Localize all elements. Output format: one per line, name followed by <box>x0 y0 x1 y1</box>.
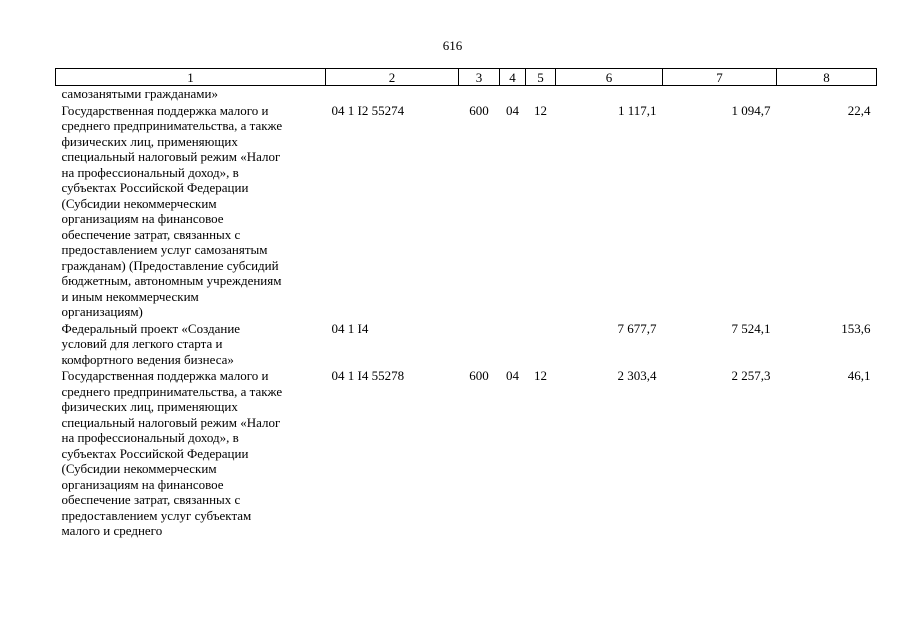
column-header: 5 <box>525 68 556 86</box>
table-row: Государственная поддержка малого и средн… <box>56 367 877 539</box>
row-pr: 12 <box>534 368 547 383</box>
column-header: 2 <box>325 68 459 86</box>
row-value-8: 22,4 <box>847 102 871 118</box>
row-code: 04 1 I2 55274 <box>331 102 405 118</box>
row-pr: 12 <box>534 102 547 118</box>
column-header: 7 <box>662 68 777 86</box>
row-value-8: 46,1 <box>847 368 871 383</box>
column-header: 3 <box>458 68 500 86</box>
table-header-row: 1 2 3 4 5 6 7 8 <box>55 68 877 86</box>
row-value-7: 7 524,1 <box>731 320 771 336</box>
column-header: 1 <box>55 68 326 86</box>
row-rz <box>500 320 526 368</box>
row-name: Государственная поддержка малого и средн… <box>61 368 283 538</box>
row-value-6: 1 117,1 <box>617 102 657 118</box>
row-value-8: 153,6 <box>841 320 871 336</box>
table-row: Федеральный проект «Создание условий для… <box>56 320 877 368</box>
row-value-6: 2 303,4 <box>617 368 657 383</box>
row-name: Государственная поддержка малого и средн… <box>61 102 283 320</box>
column-header: 8 <box>776 68 877 86</box>
row-name: Федеральный проект «Создание условий для… <box>61 320 241 367</box>
row-pr <box>526 320 556 368</box>
row-code: 04 1 I4 <box>331 320 369 336</box>
page-number: 616 <box>442 38 463 53</box>
budget-table: 1 2 3 4 5 6 7 8 самозанятыми гражданами»… <box>55 68 877 539</box>
row-value-7: 1 094,7 <box>731 102 771 118</box>
row-value-6: 7 677,7 <box>617 320 657 336</box>
continuation-row: самозанятыми гражданами» <box>56 86 877 102</box>
row-code: 04 1 I4 55278 <box>331 368 405 383</box>
continuation-text: самозанятыми гражданами» <box>61 86 219 101</box>
column-header: 4 <box>499 68 526 86</box>
column-header: 6 <box>555 68 663 86</box>
row-rz: 04 <box>506 102 519 118</box>
row-rz: 04 <box>506 368 519 383</box>
table-row: Государственная поддержка малого и средн… <box>56 102 877 320</box>
row-vr <box>459 320 500 368</box>
row-value-7: 2 257,3 <box>731 368 771 383</box>
row-vr: 600 <box>469 102 489 118</box>
row-vr: 600 <box>469 368 489 383</box>
